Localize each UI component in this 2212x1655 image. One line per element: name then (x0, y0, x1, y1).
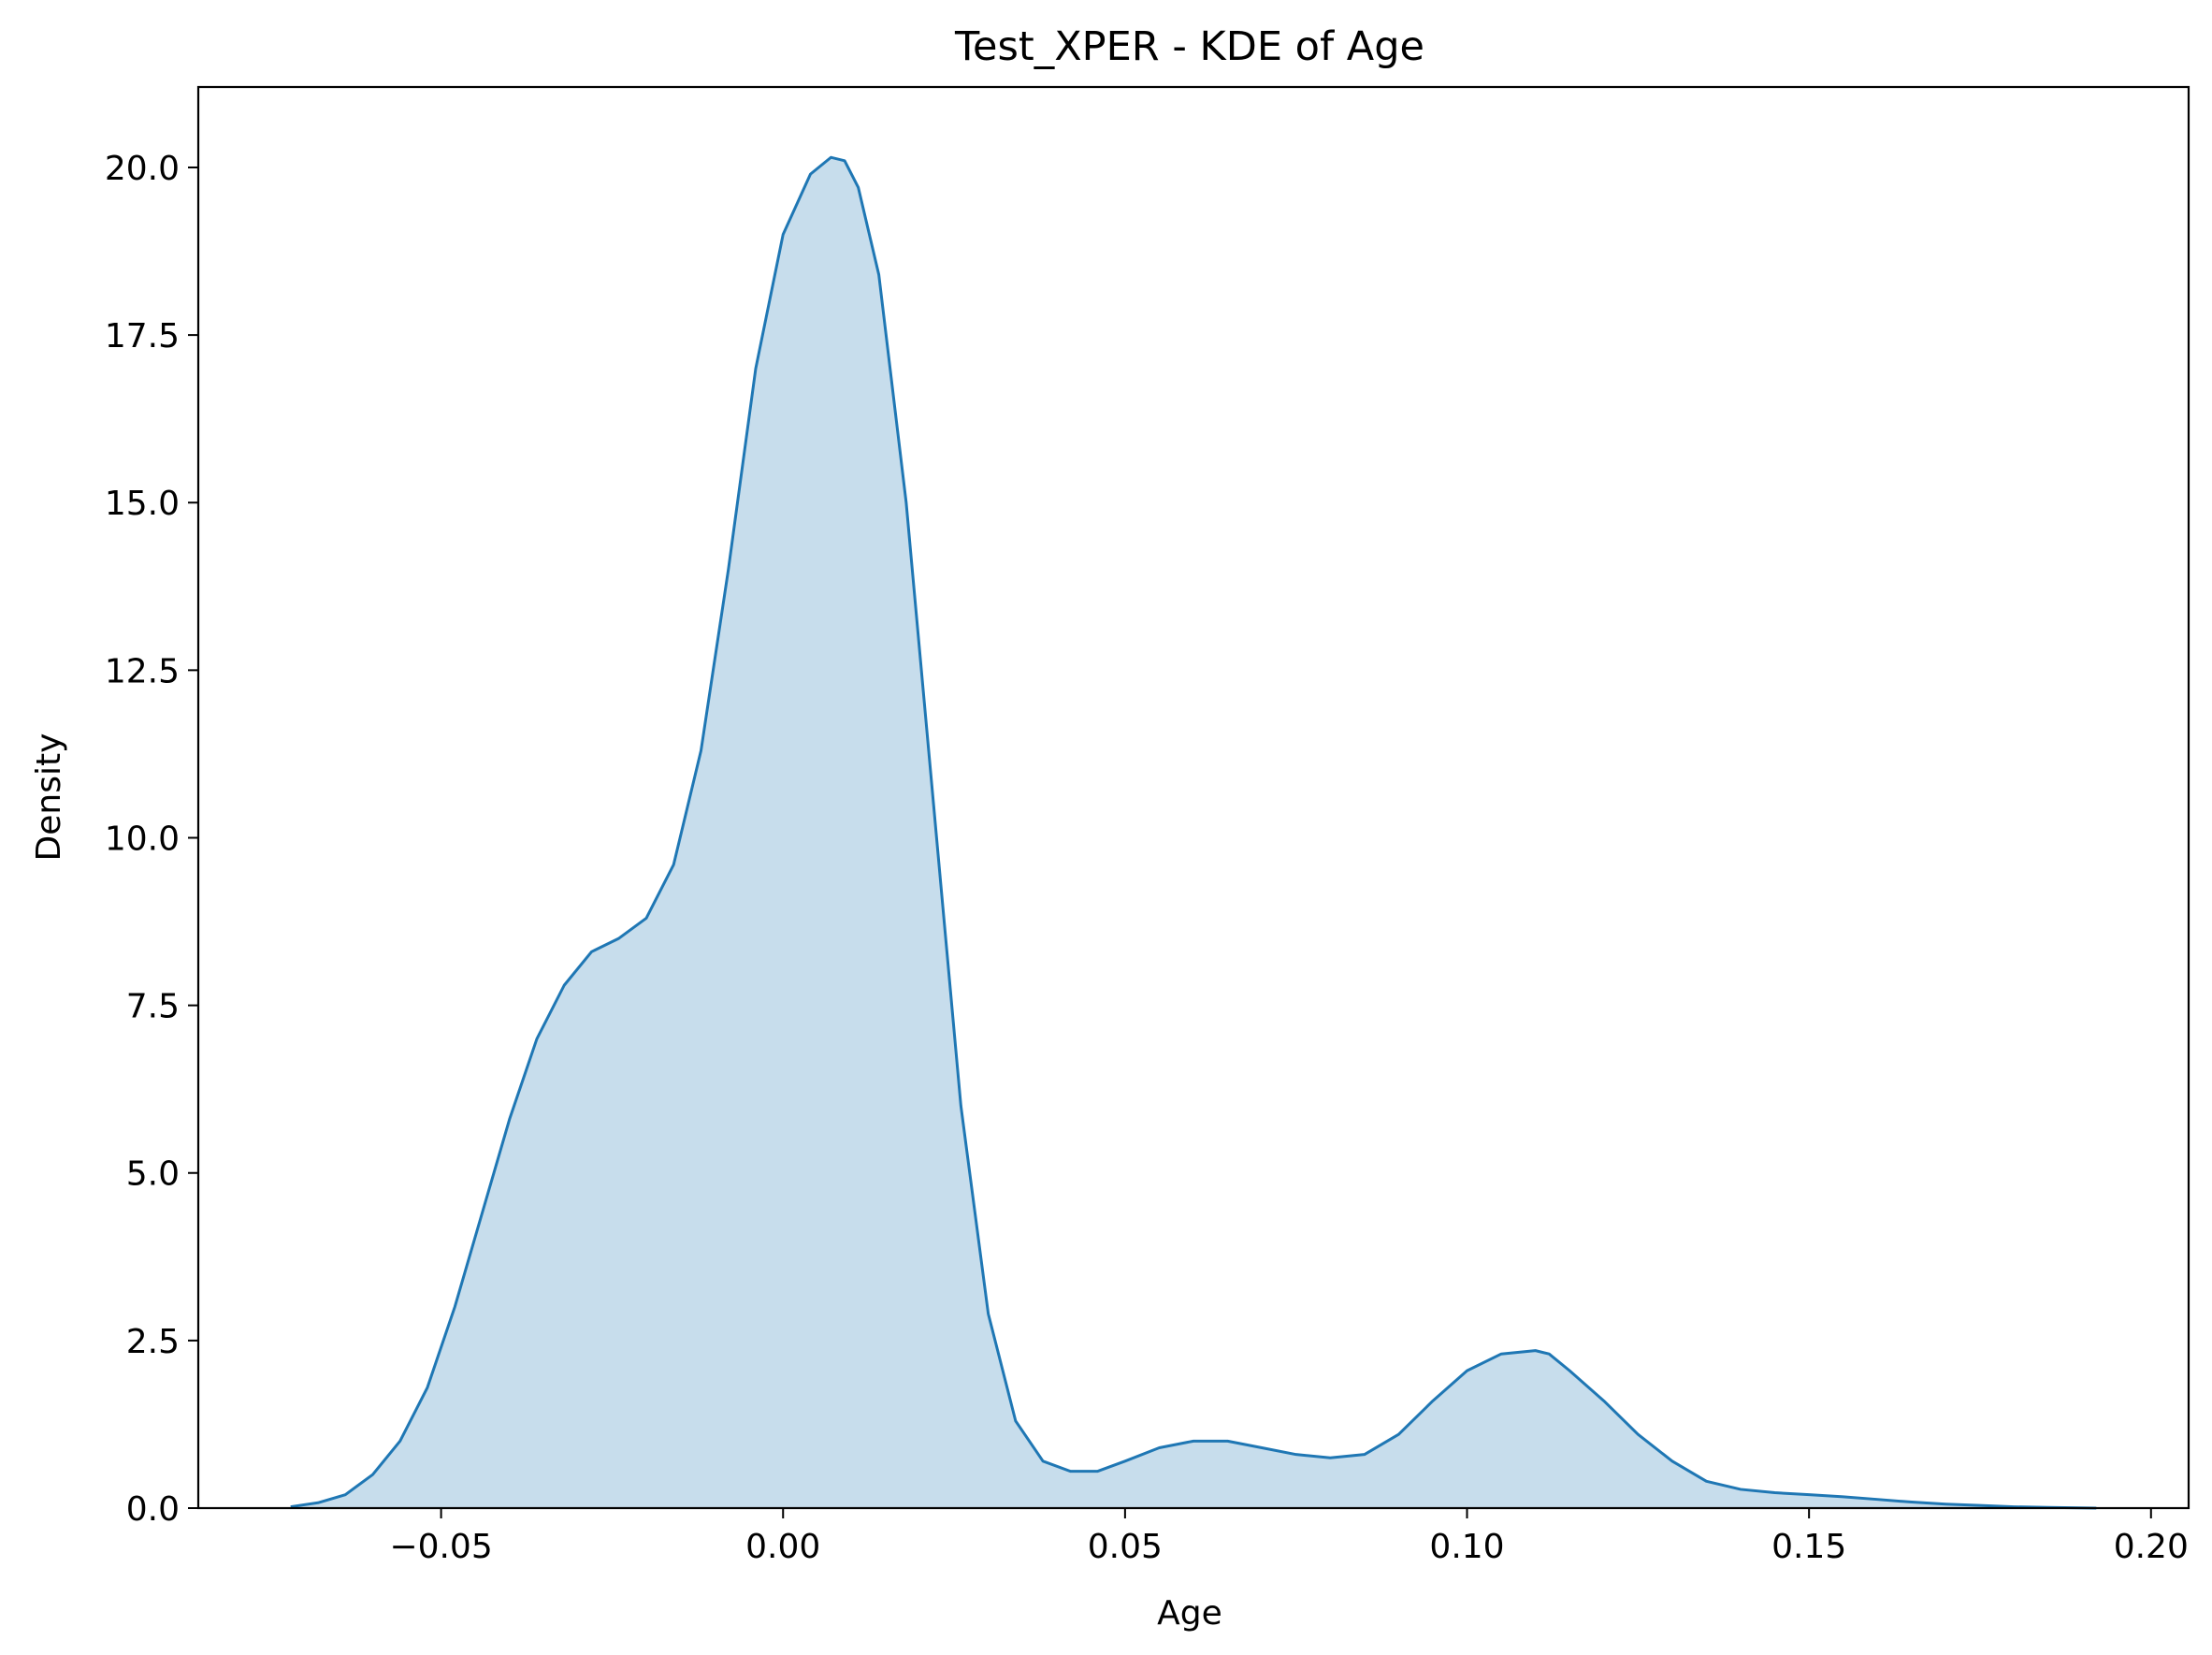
x-tick-label: 0.20 (2114, 1528, 2189, 1566)
x-tick-label: 0.15 (1771, 1528, 1846, 1566)
y-axis-label: Density (30, 733, 68, 862)
x-axis: −0.05 0.00 0.05 0.10 0.15 0.20 (389, 1508, 2189, 1566)
y-tick-label: 15.0 (105, 485, 180, 523)
y-tick-label: 20.0 (105, 150, 180, 188)
y-tick-label: 10.0 (105, 820, 180, 858)
y-tick-label: 17.5 (105, 317, 180, 356)
plot-area (290, 155, 2097, 1510)
x-tick-label: 0.10 (1429, 1528, 1504, 1566)
x-tick-label: 0.05 (1088, 1528, 1163, 1566)
chart-title: Test_XPER - KDE of Age (954, 23, 1424, 70)
y-tick-label: 0.0 (126, 1490, 180, 1529)
y-tick-label: 12.5 (105, 652, 180, 690)
x-tick-label: 0.00 (745, 1528, 820, 1566)
kde-line (290, 155, 2097, 1510)
y-axis: 0.0 2.5 5.0 7.5 10.0 12.5 15.0 17.5 20.0 (105, 150, 198, 1529)
y-tick-label: 2.5 (126, 1323, 180, 1361)
kde-area-fill (290, 157, 2097, 1509)
y-tick-label: 7.5 (126, 988, 180, 1026)
y-tick-label: 5.0 (126, 1155, 180, 1194)
x-axis-label: Age (1157, 1594, 1222, 1633)
plot-frame (196, 85, 2190, 1510)
x-tick-label: −0.05 (389, 1528, 492, 1566)
